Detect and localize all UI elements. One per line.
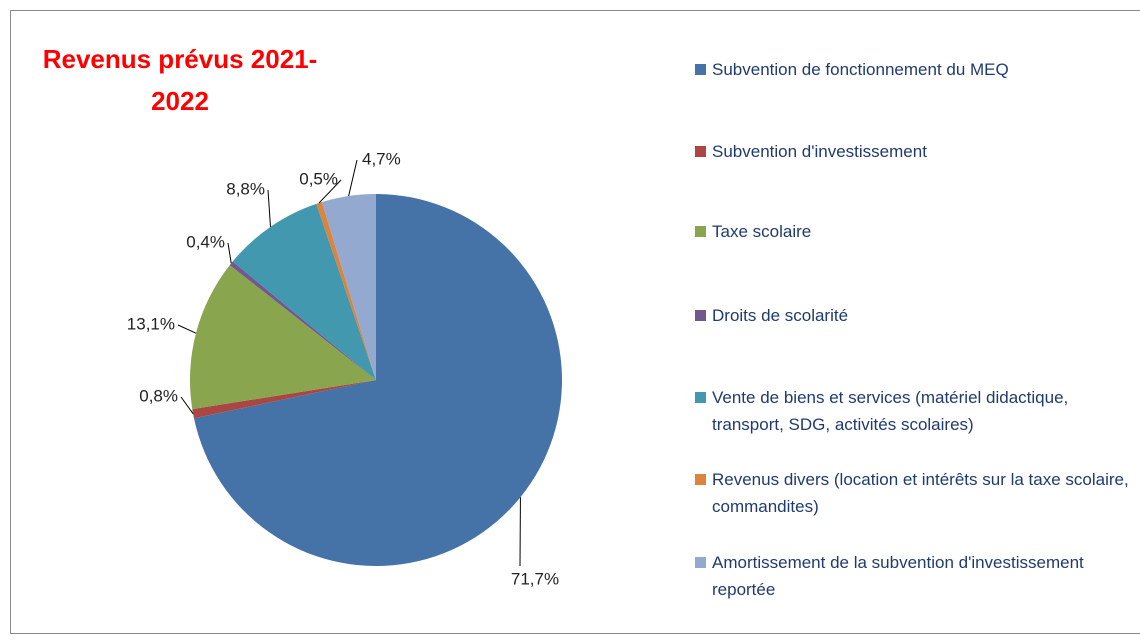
legend-swatch bbox=[695, 474, 706, 485]
data-label: 13,1% bbox=[127, 314, 175, 333]
legend-label: Taxe scolaire bbox=[712, 222, 812, 241]
legend-item: Taxe scolaire bbox=[695, 218, 1135, 245]
legend-item: Subvention d'investissement bbox=[695, 138, 1135, 165]
pie-slice bbox=[321, 194, 376, 380]
legend-label: Subvention d'investissement bbox=[712, 142, 927, 161]
data-label: 0,4% bbox=[186, 232, 225, 251]
legend-swatch bbox=[695, 226, 706, 237]
legend-item: Amortissement de la subvention d'investi… bbox=[695, 549, 1135, 603]
legend-swatch bbox=[695, 146, 706, 157]
legend-swatch bbox=[695, 392, 706, 403]
pie-slice bbox=[316, 202, 376, 380]
legend-swatch bbox=[695, 310, 706, 321]
data-label: 8,8% bbox=[226, 179, 265, 198]
pie-slice bbox=[190, 265, 376, 410]
leader-line bbox=[177, 324, 197, 334]
legend-label: Revenus divers (location et intérêts sur… bbox=[712, 470, 1129, 516]
legend-label: Subvention de fonctionnement du MEQ bbox=[712, 60, 1009, 79]
data-label: 4,7% bbox=[362, 149, 401, 168]
legend-item: Droits de scolarité bbox=[695, 302, 1135, 329]
pie-slice bbox=[192, 380, 376, 419]
pie-slice bbox=[193, 194, 562, 566]
legend-item: Subvention de fonctionnement du MEQ bbox=[695, 56, 1135, 83]
chart-title: Revenus prévus 2021-2022 bbox=[42, 44, 318, 116]
leader-line bbox=[318, 179, 342, 204]
leader-line bbox=[180, 396, 194, 414]
data-label: 71,7% bbox=[511, 569, 559, 588]
pie-slice bbox=[229, 261, 376, 380]
legend-item: Revenus divers (location et intérêts sur… bbox=[695, 466, 1135, 520]
pie-slice bbox=[232, 203, 376, 380]
legend-item: Vente de biens et services (matériel did… bbox=[695, 384, 1135, 438]
leader-line bbox=[267, 189, 271, 227]
leader-line bbox=[227, 242, 232, 264]
legend-swatch bbox=[695, 64, 706, 75]
legend-swatch bbox=[695, 557, 706, 568]
leader-line bbox=[348, 159, 358, 197]
chart-frame bbox=[10, 10, 1140, 634]
legend-label: Droits de scolarité bbox=[712, 306, 849, 325]
legend-label: Amortissement de la subvention d'investi… bbox=[712, 553, 1084, 599]
data-label: 0,8% bbox=[139, 386, 178, 405]
legend-label: Vente de biens et services (matériel did… bbox=[712, 388, 1069, 434]
data-label: 0,5% bbox=[299, 169, 338, 188]
